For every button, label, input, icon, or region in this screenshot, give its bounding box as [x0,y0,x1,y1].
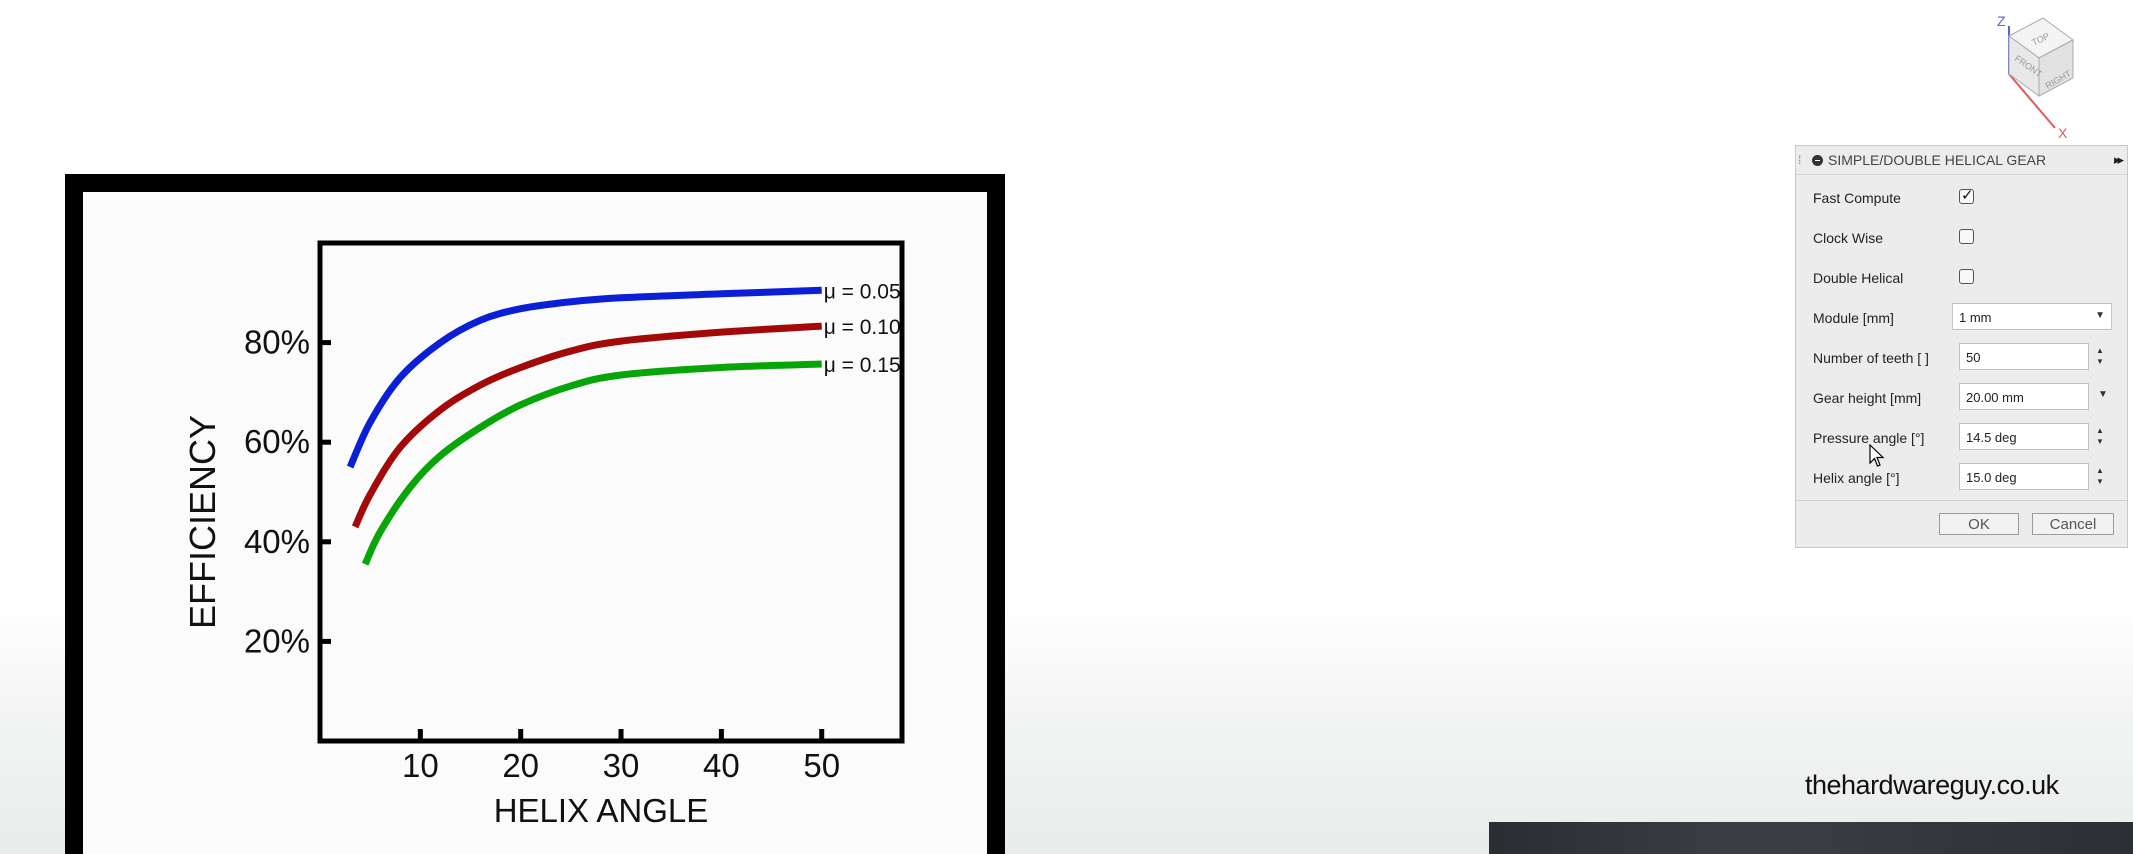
teeth-value: 50 [1966,350,1981,365]
efficiency-chart-panel: 20% 40% 60% 80% 10 20 30 40 50 HELIX ANGLE EFFICIE… [83,192,987,854]
watermark-text: thehardwareguy.co.uk [1805,770,2059,800]
spin-down-icon[interactable]: ▼ [2096,477,2104,486]
teeth-row: Number of teeth [ ] 50 ▲ ▼ [1796,338,2127,378]
x-tick-label: 50 [803,747,840,784]
gear-height-value: 20.00 mm [1966,390,2024,405]
module-select[interactable]: 1 mm ▼ [1952,303,2112,330]
gear-height-row: Gear height [mm] 20.00 mm ▼ [1796,378,2127,418]
pressure-angle-label: Pressure angle [°] [1813,430,1925,446]
x-tick-label: 40 [703,747,740,784]
y-axis-label: EFFICIENCY [182,415,223,629]
x-tick-label: 20 [502,747,539,784]
x-axis-label: HELIX ANGLE [494,792,709,829]
mouse-cursor-icon [1869,444,1885,467]
helix-angle-input[interactable]: 15.0 deg ▲ ▼ [1959,463,2104,490]
helical-gear-dialog: ⁞ SIMPLE/DOUBLE HELICAL GEAR ▸▸ Fast Com… [1795,145,2128,548]
series-label: μ = 0.15 [824,354,901,377]
series-line [351,322,822,529]
clock-wise-checkbox[interactable] [1959,229,1974,244]
clock-wise-row: Clock Wise [1796,218,2127,258]
y-tick-label: 20% [244,622,310,659]
fast-compute-label: Fast Compute [1813,190,1901,206]
series-label: μ = 0.10 [824,316,901,339]
double-helical-row: Double Helical [1796,258,2127,298]
double-helical-label: Double Helical [1813,270,1904,286]
axis-x-label: X [2058,125,2068,138]
x-tick-label: 10 [402,747,439,784]
teeth-input[interactable]: 50 ▲ ▼ [1959,343,2104,370]
chevron-down-icon[interactable]: ▼ [2095,310,2105,321]
x-tick-label: 30 [603,747,640,784]
dialog-footer: OK Cancel [1796,500,2127,549]
spin-up-icon[interactable]: ▲ [2096,346,2104,355]
pressure-angle-input[interactable]: 14.5 deg ▲ ▼ [1959,423,2104,450]
spin-up-icon[interactable]: ▲ [2096,426,2104,435]
teeth-spinner[interactable]: ▲ ▼ [2092,344,2108,369]
dialog-grip-icon[interactable]: ⁞ [1798,153,1802,167]
dialog-header[interactable]: ⁞ SIMPLE/DOUBLE HELICAL GEAR ▸▸ [1796,146,2127,175]
series-label: μ = 0.05 [824,280,901,303]
module-value: 1 mm [1959,310,1992,325]
helix-angle-spinner[interactable]: ▲ ▼ [2092,464,2108,489]
helix-angle-value: 15.0 deg [1966,470,2017,485]
helix-angle-label: Helix angle [°] [1813,470,1900,486]
y-tick-label: 60% [244,423,310,460]
pressure-angle-row: Pressure angle [°] 14.5 deg ▲ ▼ [1796,418,2127,458]
spin-up-icon[interactable]: ▲ [2096,466,2104,475]
efficiency-chart: 20% 40% 60% 80% 10 20 30 40 50 HELIX ANGLE EFFICIE… [182,240,905,829]
series-line [346,286,822,469]
view-cube[interactable]: Z X TOP FRONT RIGHT [1985,8,2075,138]
plot-area-border [317,240,905,744]
ok-button[interactable]: OK [1939,513,2019,535]
axis-z-label: Z [1997,13,2006,29]
efficiency-chart-frame: 20% 40% 60% 80% 10 20 30 40 50 HELIX ANGLE EFFICIE… [65,174,1005,854]
spin-down-icon[interactable]: ▼ [2096,437,2104,446]
pressure-angle-value: 14.5 deg [1966,430,2017,445]
y-tick-label: 80% [244,324,310,361]
gear-height-label: Gear height [mm] [1813,390,1922,406]
clock-wise-label: Clock Wise [1813,230,1884,246]
chevron-down-icon[interactable]: ▼ [2098,389,2108,400]
module-row: Module [mm] 1 mm ▼ [1796,298,2127,338]
helix-angle-row: Helix angle [°] 15.0 deg ▲ ▼ [1796,458,2127,498]
cancel-button[interactable]: Cancel [2032,513,2114,535]
teeth-label: Number of teeth [ ] [1813,350,1929,366]
expand-icon[interactable]: ▸▸ [2113,152,2124,167]
module-label: Module [mm] [1813,310,1894,326]
double-helical-checkbox[interactable] [1959,269,1974,284]
y-tick-label: 40% [244,523,310,560]
x-axis-line [2008,73,2056,129]
collapse-icon[interactable] [1812,154,1823,166]
spin-down-icon[interactable]: ▼ [2096,357,2104,366]
gear-height-input[interactable]: 20.00 mm [1959,383,2089,410]
fast-compute-checkbox[interactable] [1959,186,1974,204]
fast-compute-row: Fast Compute [1796,178,2127,218]
dialog-title: SIMPLE/DOUBLE HELICAL GEAR [1828,152,2047,168]
series-line [361,360,822,566]
pressure-angle-spinner[interactable]: ▲ ▼ [2092,424,2108,449]
video-overlay-strip [1489,822,2133,854]
cube-right-face[interactable] [2038,39,2074,97]
